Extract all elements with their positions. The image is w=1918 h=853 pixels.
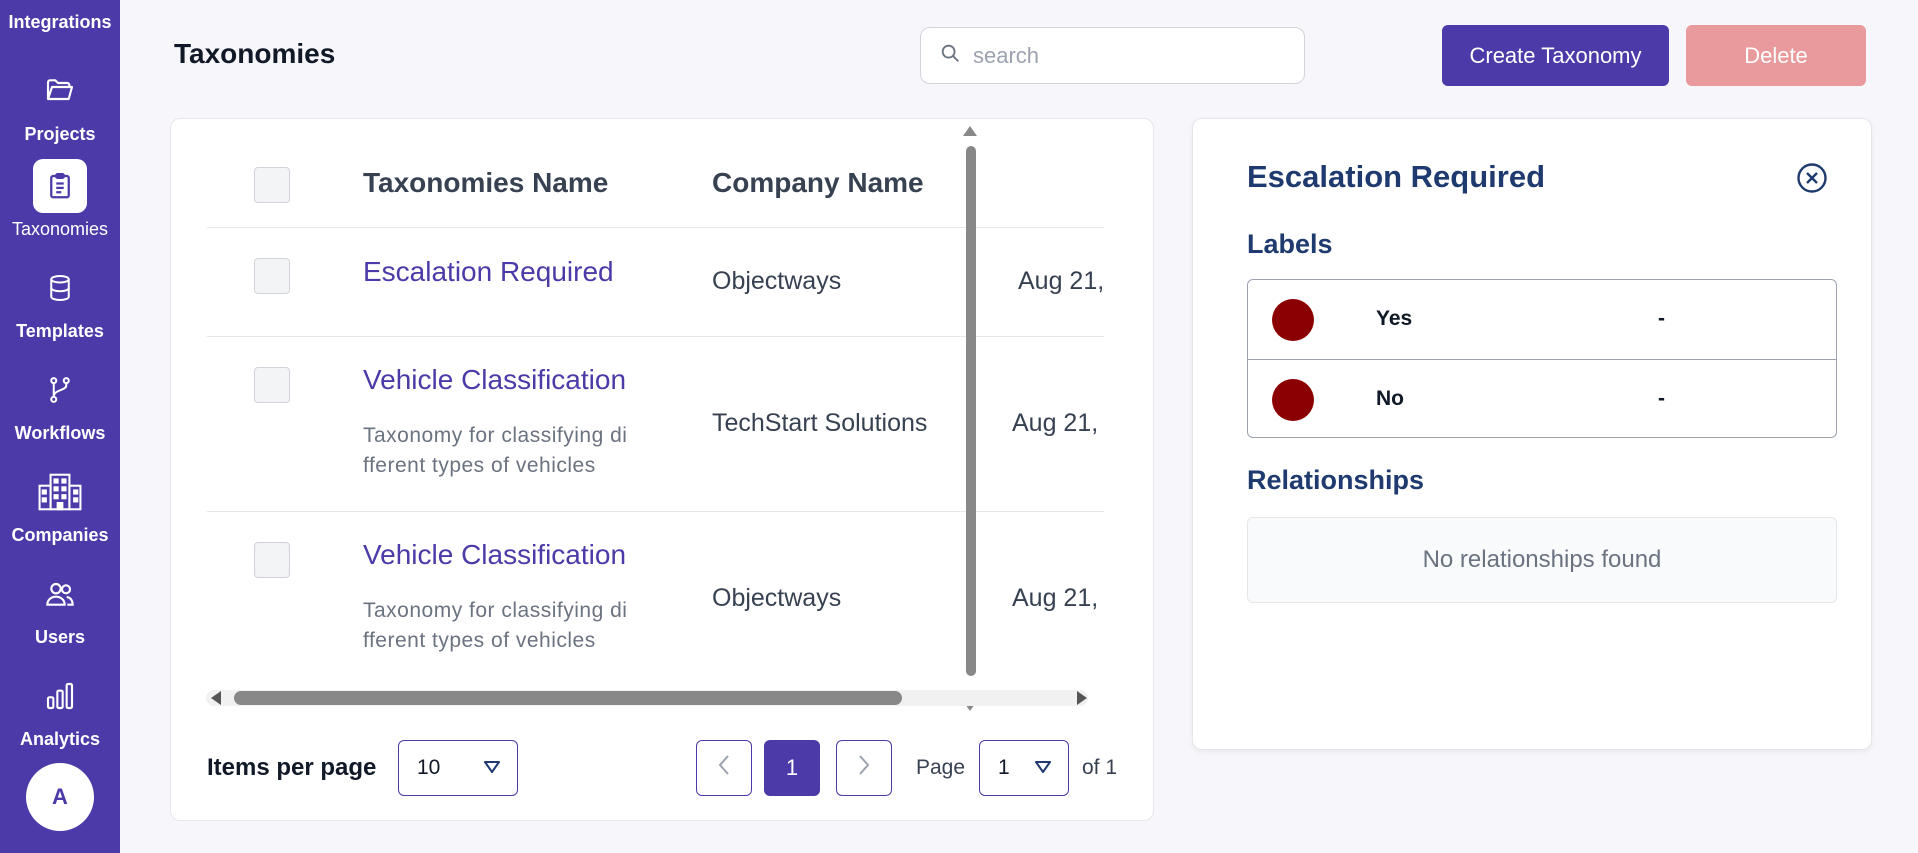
chevron-down-icon bbox=[483, 756, 501, 780]
folder-icon bbox=[33, 64, 87, 118]
users-icon bbox=[33, 567, 87, 621]
row-checkbox[interactable] bbox=[254, 367, 290, 403]
sidebar-item-label: Companies bbox=[11, 525, 109, 545]
taxonomy-detail-panel: Escalation Required Labels Yes - No - Re… bbox=[1192, 118, 1872, 750]
avatar[interactable]: A bbox=[26, 763, 94, 831]
horizontal-scrollbar[interactable] bbox=[234, 691, 902, 705]
next-page-button[interactable] bbox=[836, 740, 892, 796]
divider bbox=[207, 336, 1104, 337]
sidebar-item-templates[interactable]: Templates bbox=[0, 261, 120, 342]
taxonomy-description: Taxonomy for classifying di fferent type… bbox=[363, 424, 628, 477]
taxonomies-table-panel: Taxonomies Name Company Name Escalation … bbox=[170, 118, 1154, 821]
sidebar-item-label: Templates bbox=[16, 321, 104, 341]
scroll-down-arrow[interactable] bbox=[963, 701, 977, 711]
taxonomy-name-link[interactable]: Vehicle Classification bbox=[363, 539, 627, 570]
scroll-right-arrow[interactable] bbox=[1077, 691, 1087, 705]
taxonomy-name-link[interactable]: Vehicle Classification bbox=[363, 364, 627, 395]
chevron-down-icon bbox=[1034, 756, 1052, 780]
sidebar-item-label: Users bbox=[34, 627, 86, 647]
sidebar-item-companies[interactable]: Companies bbox=[0, 465, 120, 546]
label-row[interactable]: Yes - bbox=[1248, 280, 1836, 359]
divider bbox=[207, 227, 1104, 228]
row-checkbox[interactable] bbox=[254, 542, 290, 578]
sidebar-item-label: Projects bbox=[24, 124, 96, 144]
items-per-page-label: Items per page bbox=[207, 754, 377, 781]
divider bbox=[207, 511, 1104, 512]
company-name: Objectways bbox=[712, 267, 842, 295]
label-name: No bbox=[1376, 387, 1404, 410]
page-title: Taxonomies bbox=[174, 38, 336, 69]
sidebar-item-workflows[interactable]: Workflows bbox=[0, 363, 120, 444]
sidebar-item-projects[interactable]: Projects bbox=[0, 64, 120, 145]
items-per-page-value: 10 bbox=[417, 756, 441, 779]
page-total-label: of 1 bbox=[1082, 756, 1118, 779]
delete-button[interactable]: Delete bbox=[1686, 25, 1866, 86]
relationships-empty-state: No relationships found bbox=[1247, 517, 1837, 603]
sidebar-item-label: Taxonomies bbox=[11, 219, 109, 239]
sidebar-item-label: Integrations bbox=[8, 12, 112, 32]
sidebar-item-label: Analytics bbox=[19, 729, 101, 749]
sidebar-item-label: Workflows bbox=[14, 423, 106, 443]
relationships-title: Relationships bbox=[1247, 465, 1425, 495]
page-select[interactable]: 1 bbox=[979, 740, 1069, 796]
sidebar-item-integrations[interactable]: Integrations bbox=[0, 12, 120, 33]
company-name: Objectways bbox=[712, 584, 842, 612]
label-name: Yes bbox=[1376, 307, 1413, 330]
labels-list: Yes - No - bbox=[1247, 279, 1837, 438]
search-box[interactable] bbox=[920, 27, 1305, 84]
current-page-button[interactable]: 1 bbox=[764, 740, 820, 796]
vertical-scrollbar[interactable] bbox=[966, 146, 976, 676]
page-select-value: 1 bbox=[998, 756, 1010, 779]
labels-title: Labels bbox=[1247, 229, 1333, 259]
building-icon bbox=[33, 465, 87, 519]
label-extra: - bbox=[1658, 387, 1665, 410]
close-button[interactable] bbox=[1796, 162, 1828, 194]
previous-page-button[interactable] bbox=[696, 740, 752, 796]
column-header-company-name[interactable]: Company Name bbox=[712, 167, 924, 198]
search-icon bbox=[939, 42, 961, 69]
chevron-left-icon bbox=[717, 754, 731, 782]
items-per-page-select[interactable]: 10 bbox=[398, 740, 518, 796]
label-extra: - bbox=[1658, 307, 1665, 330]
column-header-taxonomy-name[interactable]: Taxonomies Name bbox=[363, 167, 609, 198]
taxonomies-table: Taxonomies Name Company Name Escalation … bbox=[207, 119, 1104, 679]
chevron-right-icon bbox=[857, 754, 871, 782]
created-date: Aug 21, bbox=[1012, 584, 1099, 612]
detail-title: Escalation Required bbox=[1247, 159, 1546, 194]
sidebar: Integrations Projects Taxonomies bbox=[0, 0, 120, 853]
search-input[interactable] bbox=[973, 42, 1293, 69]
created-date: Aug 21, bbox=[1018, 267, 1104, 295]
label-row[interactable]: No - bbox=[1248, 359, 1836, 437]
sidebar-item-taxonomies[interactable]: Taxonomies bbox=[0, 159, 120, 240]
git-branch-icon bbox=[33, 363, 87, 417]
select-all-checkbox[interactable] bbox=[254, 167, 290, 203]
row-checkbox[interactable] bbox=[254, 258, 290, 294]
scroll-up-arrow[interactable] bbox=[963, 126, 977, 136]
company-name: TechStart Solutions bbox=[712, 409, 928, 437]
close-icon bbox=[1796, 163, 1828, 198]
scroll-left-arrow[interactable] bbox=[211, 691, 221, 705]
taxonomy-name-link[interactable]: Escalation Required bbox=[363, 256, 614, 287]
database-icon bbox=[33, 261, 87, 315]
created-date: Aug 21, bbox=[1012, 409, 1099, 437]
page-label: Page bbox=[916, 756, 966, 779]
sidebar-item-users[interactable]: Users bbox=[0, 567, 120, 648]
create-taxonomy-button[interactable]: Create Taxonomy bbox=[1442, 25, 1669, 86]
clipboard-icon bbox=[33, 159, 87, 213]
label-color-swatch bbox=[1272, 299, 1314, 341]
label-color-swatch bbox=[1272, 379, 1314, 421]
bar-chart-icon bbox=[33, 669, 87, 723]
taxonomy-description: Taxonomy for classifying di fferent type… bbox=[363, 599, 628, 652]
sidebar-item-analytics[interactable]: Analytics bbox=[0, 669, 120, 750]
